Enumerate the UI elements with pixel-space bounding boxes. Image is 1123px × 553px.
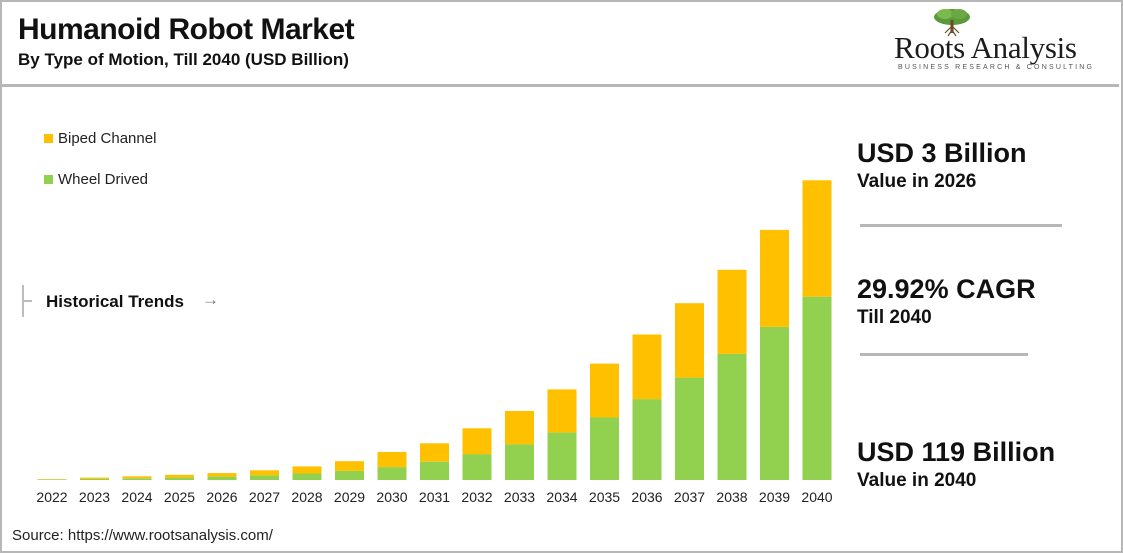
x-tick-label-2031: 2031 (419, 489, 450, 505)
bar-biped-channel-2037 (675, 303, 704, 378)
bar-wheel-drived-2033 (505, 444, 534, 480)
bar-wheel-drived-2040 (802, 296, 832, 480)
header: Humanoid Robot Market By Type of Motion,… (0, 0, 1119, 84)
roots-analysis-logo: Roots Analysis BUSINESS RESEARCH & CONSU… (890, 6, 1105, 76)
x-tick-label-2040: 2040 (801, 489, 832, 505)
bar-biped-channel-2035 (590, 363, 619, 418)
stat-caption-2026: Value in 2026 (857, 171, 977, 192)
bar-biped-channel-2038 (717, 269, 747, 354)
bar-biped-channel-2026 (207, 473, 237, 477)
stat-cagr: 29.92% CAGR Till 2040 (857, 274, 1036, 329)
bar-biped-channel-2030 (377, 452, 407, 468)
x-tick-label-2024: 2024 (121, 489, 152, 505)
bar-biped-channel-2033 (505, 411, 534, 445)
bar-wheel-drived-2035 (590, 417, 619, 480)
bar-biped-channel-2032 (462, 428, 492, 455)
bar-biped-channel-2027 (250, 470, 279, 476)
bar-wheel-drived-2023 (80, 478, 109, 480)
bar-biped-channel-2024 (122, 476, 152, 479)
bar-biped-channel-2023 (80, 477, 109, 479)
legend-item-wheel: Wheel Drived (44, 171, 148, 188)
bar-wheel-drived-2031 (420, 461, 449, 480)
bar-wheel-drived-2024 (122, 478, 152, 480)
stacked-bar-chart: 2022 2023 2024 2025 2026 2027 2028 2029 2030 2031… (36, 180, 833, 505)
x-tick-label-2023: 2023 (79, 489, 110, 505)
x-tick-label-2028: 2028 (291, 489, 322, 505)
bar-biped-channel-2039 (760, 229, 789, 327)
page-title: Humanoid Robot Market (18, 13, 355, 46)
bar-wheel-drived-2028 (292, 473, 322, 480)
x-tick-label-2038: 2038 (716, 489, 747, 505)
page-subtitle: By Type of Motion, Till 2040 (USD Billio… (18, 50, 349, 69)
bar-wheel-drived-2032 (462, 454, 492, 480)
logo-name: Roots Analysis (894, 30, 1077, 65)
x-tick-label-2022: 2022 (36, 489, 67, 505)
bar-biped-channel-2031 (420, 443, 449, 462)
bar-biped-channel-2036 (632, 334, 662, 400)
bar-biped-channel-2029 (335, 461, 364, 471)
x-tick-label-2027: 2027 (249, 489, 280, 505)
stat-divider-1 (860, 224, 1062, 227)
bar-wheel-drived-2025 (165, 477, 194, 480)
legend-label-wheel: Wheel Drived (58, 171, 149, 188)
bar-wheel-drived-2036 (632, 399, 662, 480)
legend-swatch-wheel (44, 175, 53, 184)
historical-bracket-tick (24, 300, 32, 302)
legend-swatch-biped (44, 134, 53, 143)
bar-biped-channel-2034 (547, 389, 577, 433)
stat-value-2026: USD 3 Billion (857, 138, 1027, 168)
stat-market-2026: USD 3 Billion Value in 2026 (857, 138, 1027, 193)
x-tick-label-2037: 2037 (674, 489, 705, 505)
historical-trends-label: Historical Trends (46, 292, 184, 311)
x-tick-label-2026: 2026 (206, 489, 237, 505)
x-tick-label-2032: 2032 (461, 489, 492, 505)
bar-wheel-drived-2027 (250, 475, 279, 480)
stat-value-cagr: 29.92% CAGR (857, 274, 1036, 304)
x-tick-label-2039: 2039 (759, 489, 790, 505)
bar-biped-channel-2028 (292, 466, 322, 474)
bar-wheel-drived-2039 (760, 326, 789, 480)
bar-biped-channel-2040 (802, 180, 832, 297)
x-tick-label-2036: 2036 (631, 489, 662, 505)
x-tick-label-2035: 2035 (589, 489, 620, 505)
stat-caption-cagr: Till 2040 (857, 307, 932, 328)
legend-item-biped: Biped Channel (44, 130, 156, 147)
stat-market-2040: USD 119 Billion Value in 2040 (857, 437, 1055, 492)
stat-caption-2040: Value in 2040 (857, 470, 977, 491)
stat-value-2040: USD 119 Billion (857, 437, 1056, 467)
bar-biped-channel-2025 (165, 474, 194, 478)
historical-bracket (22, 285, 24, 317)
bar-wheel-drived-2034 (547, 432, 577, 480)
bar-wheel-drived-2038 (717, 353, 747, 480)
stat-divider-2 (860, 353, 1028, 356)
legend-label-biped: Biped Channel (58, 130, 157, 147)
bar-wheel-drived-2030 (377, 467, 407, 480)
bar-wheel-drived-2029 (335, 470, 364, 480)
x-tick-label-2030: 2030 (376, 489, 407, 505)
x-tick-label-2029: 2029 (334, 489, 365, 505)
bar-wheel-drived-2026 (207, 476, 237, 481)
right-arrow-icon: → (202, 290, 219, 309)
tree-icon (934, 9, 970, 37)
logo-tagline: BUSINESS RESEARCH & CONSULTING (898, 64, 1095, 71)
x-tick-label-2033: 2033 (504, 489, 535, 505)
bar-wheel-drived-2037 (675, 377, 704, 480)
header-divider (2, 84, 1119, 87)
source-note: Source: https://www.rootsanalysis.com/ (12, 527, 273, 544)
x-tick-label-2025: 2025 (164, 489, 195, 505)
x-tick-label-2034: 2034 (546, 489, 577, 505)
